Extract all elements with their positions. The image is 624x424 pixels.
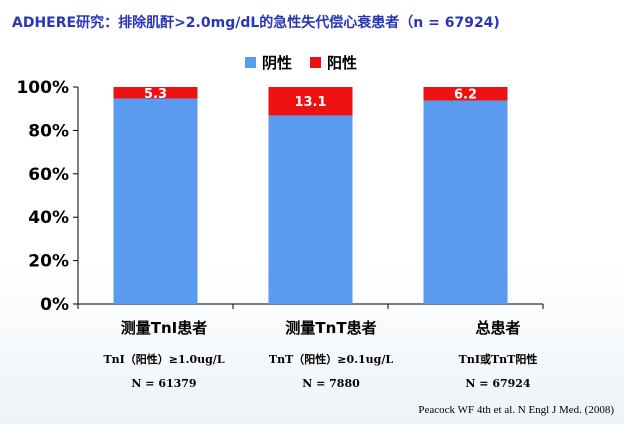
bar-positive xyxy=(423,87,508,101)
criteria-label-tnt: TnT（阳性）≥0.1ug/L xyxy=(268,353,394,366)
data-label: 5.3 xyxy=(144,87,167,102)
criteria-label-tni: TnI（阳性）≥1.0ug/L xyxy=(103,353,225,366)
legend: 阴性 阳性 xyxy=(245,52,375,73)
criteria-label-total: TnI或TnT阳性 xyxy=(458,353,538,366)
data-label: 6.2 xyxy=(454,88,477,103)
legend-label-negative: 阴性 xyxy=(262,54,293,72)
y-tick-label: 80% xyxy=(28,121,69,141)
bar-negative xyxy=(113,98,198,304)
y-tick-label: 20% xyxy=(28,252,69,272)
n-label-total: N = 67924 xyxy=(465,377,531,390)
legend-item-positive: 阳性 xyxy=(310,52,357,73)
legend-swatch-positive xyxy=(310,57,322,68)
bar-negative xyxy=(423,100,508,304)
bar-negative xyxy=(268,115,353,304)
source-citation: Peacock WF 4th et al. N Engl J Med. (200… xyxy=(418,404,614,416)
bar-positive xyxy=(113,87,198,99)
legend-item-negative: 阴性 xyxy=(245,52,292,73)
category-label-total: 总患者 xyxy=(475,319,521,337)
n-label-tnt: N = 7880 xyxy=(302,377,360,390)
n-label-tni: N = 61379 xyxy=(131,377,197,390)
bar-positive xyxy=(268,87,353,116)
y-tick-label: 100% xyxy=(16,78,69,98)
category-label-tni: 测量TnI患者 xyxy=(120,319,208,337)
legend-swatch-negative xyxy=(245,57,256,68)
y-tick-label: 60% xyxy=(28,165,69,185)
legend-label-positive: 阳性 xyxy=(327,54,358,72)
chart-title: ADHERE研究：排除肌酐>2.0mg/dL的急性失代偿心衰患者（n = 679… xyxy=(12,15,500,31)
category-label-tnt: 测量TnT患者 xyxy=(285,319,377,337)
data-label: 13.1 xyxy=(294,95,326,110)
y-tick-label: 40% xyxy=(28,208,69,228)
y-tick-label: 0% xyxy=(40,295,69,315)
